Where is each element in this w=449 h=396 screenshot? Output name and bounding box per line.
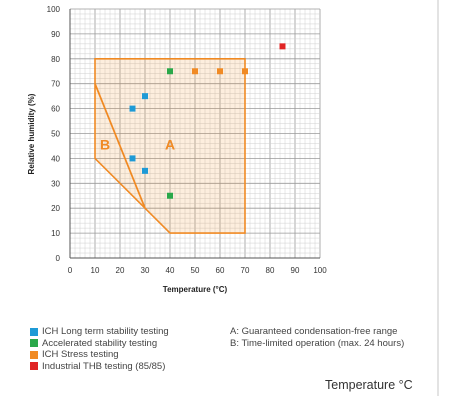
- x-tick-label: 40: [166, 266, 175, 275]
- x-tick-label: 70: [241, 266, 250, 275]
- axes: [69, 9, 320, 259]
- x-tick-label: 60: [216, 266, 225, 275]
- data-point: [217, 68, 223, 75]
- x-tick-label: 10: [91, 266, 100, 275]
- region-label: B: [100, 137, 110, 153]
- grid: [69, 8, 321, 259]
- data-point: [167, 192, 173, 199]
- data-point: [142, 93, 148, 100]
- x-axis-label: Temperature (°C): [163, 285, 228, 294]
- x-tick-label: 80: [266, 266, 275, 275]
- divider: [437, 0, 439, 396]
- region-label: A: [165, 137, 175, 153]
- legend-item-ich-stress: ICH Stress testing: [30, 349, 169, 361]
- legend-label: Industrial THB testing (85/85): [42, 360, 166, 372]
- y-tick-label: 60: [51, 105, 60, 114]
- y-axis-label: Relative humidity (%): [27, 93, 36, 174]
- y-tick-label: 40: [51, 154, 60, 163]
- legend-swatch: [30, 362, 38, 371]
- x-tick-label: 0: [68, 266, 73, 275]
- legend-swatch: [30, 339, 38, 348]
- caption: Temperature °C: [325, 378, 413, 392]
- x-tick-label: 50: [191, 266, 200, 275]
- data-point: [129, 105, 136, 112]
- data-point: [142, 167, 148, 174]
- legend-swatch: [30, 350, 38, 359]
- data-point: [279, 43, 286, 50]
- x-tick-labels: 0 10 20 30 40 50 60 70 80 90 100: [68, 266, 327, 275]
- legend: ICH Long term stability testing Accelera…: [30, 326, 169, 372]
- y-tick-label: 0: [56, 254, 61, 263]
- region-notes: A: Guaranteed condensation-free range B:…: [230, 326, 404, 349]
- x-tick-label: 30: [141, 266, 150, 275]
- data-point: [167, 68, 173, 75]
- y-tick-label: 30: [51, 179, 60, 188]
- x-tick-label: 90: [291, 266, 300, 275]
- y-tick-label: 90: [51, 30, 60, 39]
- legend-label: Accelerated stability testing: [42, 337, 158, 349]
- y-tick-label: 100: [47, 5, 61, 14]
- legend-swatch: [30, 327, 38, 336]
- y-tick-label: 20: [51, 204, 60, 213]
- legend-item-ich-long-term: ICH Long term stability testing: [30, 326, 169, 338]
- y-tick-label: 50: [51, 130, 60, 139]
- legend-item-industrial-thb: Industrial THB testing (85/85): [30, 361, 169, 373]
- y-tick-label: 80: [51, 55, 60, 64]
- data-point: [242, 68, 248, 75]
- regions: AB: [94, 57, 246, 234]
- x-tick-label: 20: [116, 266, 125, 275]
- data-points: [129, 43, 286, 199]
- y-tick-label: 70: [51, 80, 60, 89]
- legend-item-accelerated: Accelerated stability testing: [30, 338, 169, 350]
- x-tick-label: 100: [313, 266, 327, 275]
- data-point: [192, 68, 198, 75]
- legend-label: ICH Stress testing: [42, 349, 119, 360]
- y-tick-labels: 0 10 20 30 40 50 60 70 80 90 100: [47, 5, 61, 263]
- legend-label: ICH Long term stability testing: [42, 326, 169, 337]
- region-note-a: A: Guaranteed condensation-free range: [230, 326, 398, 337]
- data-point: [129, 155, 136, 162]
- region-note-b: B: Time-limited operation (max. 24 hours…: [230, 337, 405, 349]
- y-tick-label: 10: [51, 229, 60, 238]
- region-b: [94, 83, 146, 209]
